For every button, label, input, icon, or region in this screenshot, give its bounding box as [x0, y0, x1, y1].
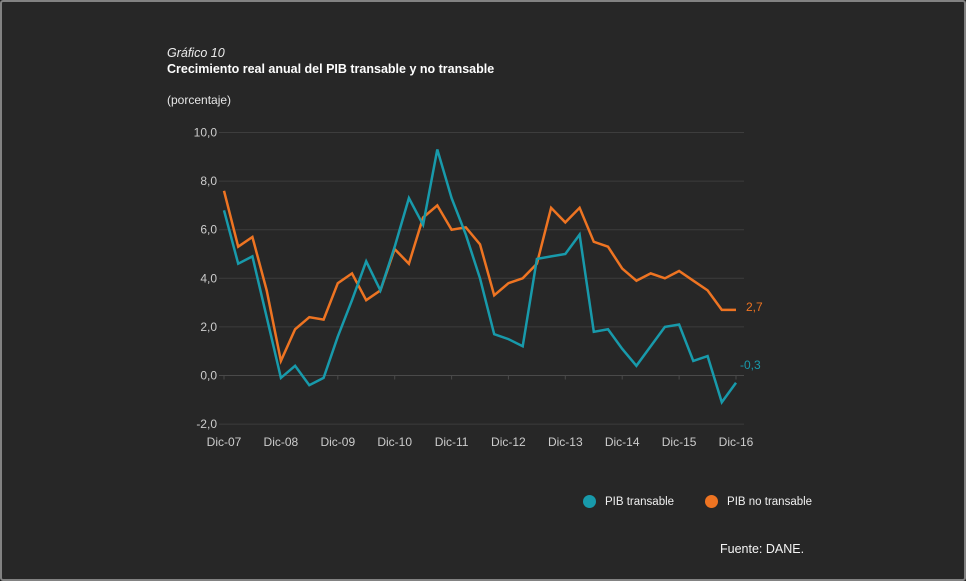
legend-item-pib-no-transable: PIB no transable	[705, 495, 812, 508]
y-axis-label: 4,0	[200, 271, 217, 285]
series-end-value: 2,7	[746, 300, 763, 314]
x-axis-label: Dic-07	[207, 435, 242, 449]
x-axis-label: Dic-14	[605, 435, 640, 449]
chart-title: Crecimiento real anual del PIB transable…	[167, 62, 495, 76]
y-axis-label: 0,0	[200, 369, 217, 383]
chart-legend: PIB transable PIB no transable	[583, 495, 812, 508]
y-axis-label: 8,0	[200, 174, 217, 188]
x-axis-label: Dic-10	[377, 435, 412, 449]
x-axis-label: Dic-16	[719, 435, 754, 449]
y-axis-label: -2,0	[196, 417, 217, 431]
series-line-pib-transable	[222, 149, 738, 405]
x-axis-label: Dic-13	[548, 435, 583, 449]
y-axis-label: 6,0	[200, 223, 217, 237]
source-note: Fuente: DANE.	[720, 542, 805, 556]
y-axis-label: 10,0	[194, 126, 218, 140]
x-axis-label: Dic-08	[264, 435, 299, 449]
unit-label: (porcentaje)	[167, 93, 232, 107]
legend-dot	[705, 495, 719, 508]
x-axis-label: Dic-15	[662, 435, 697, 449]
figure-number: Gráfico 10	[167, 46, 225, 60]
x-axis-label: Dic-12	[491, 435, 526, 449]
x-axis-label: Dic-09	[320, 435, 355, 449]
legend-label: PIB transable	[605, 495, 675, 508]
series-end-value: -0,3	[740, 358, 761, 372]
y-axis-label: 2,0	[200, 320, 217, 334]
series-line-pib-no-transable	[222, 190, 736, 365]
legend-item-pib-transable: PIB transable	[583, 495, 674, 508]
legend-dot	[583, 495, 596, 508]
legend-label: PIB no transable	[727, 495, 813, 508]
x-axis-label: Dic-11	[435, 435, 469, 449]
